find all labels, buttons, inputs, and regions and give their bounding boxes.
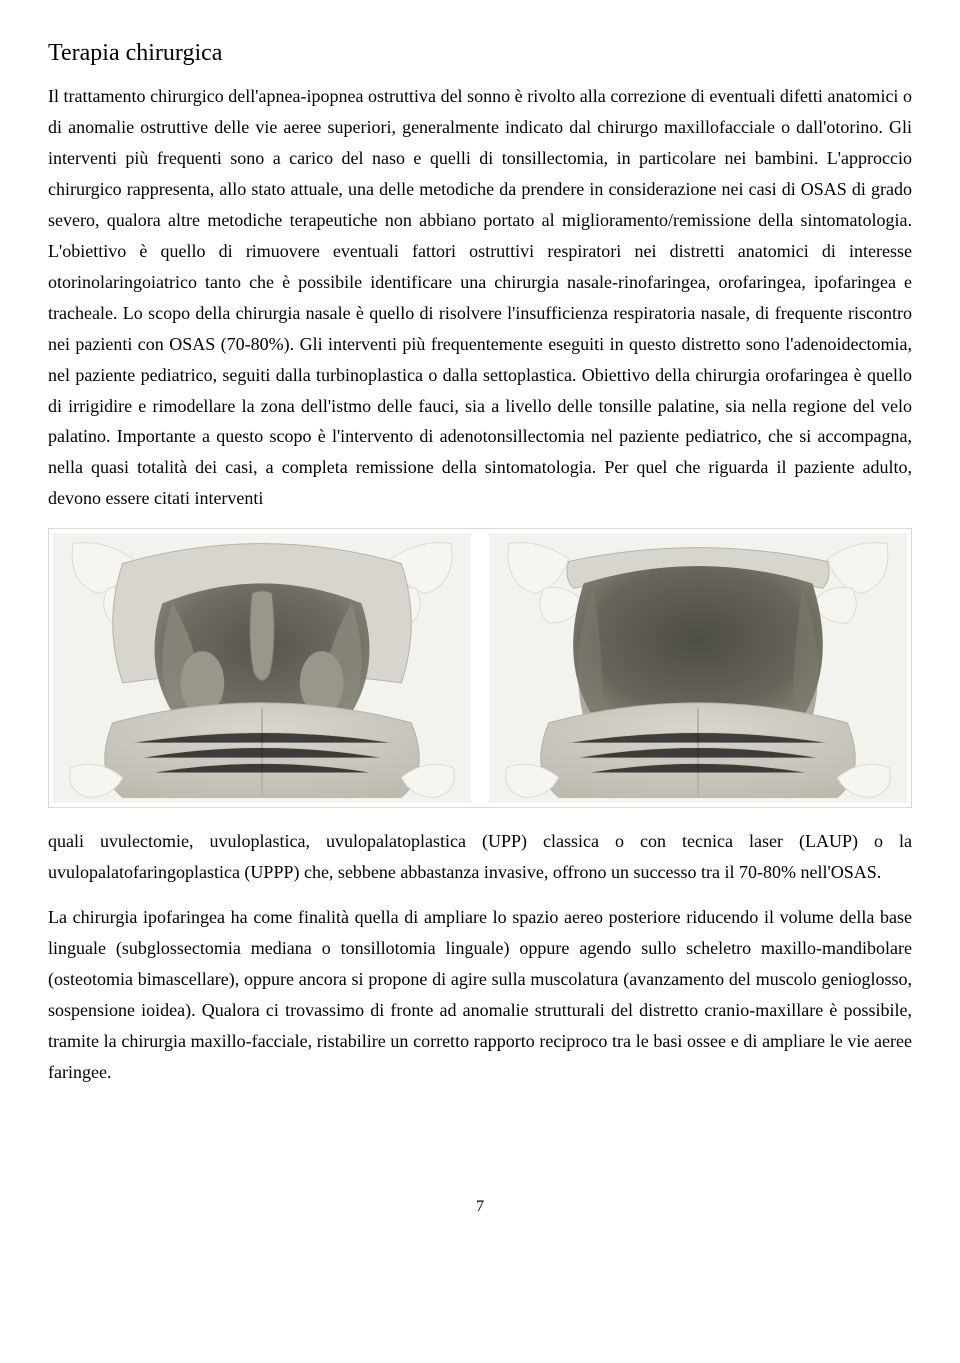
section-heading: Terapia chirurgica: [48, 40, 912, 67]
body-paragraph-3: La chirurgia ipofaringea ha come finalit…: [48, 902, 912, 1088]
anatomy-figure: [48, 528, 912, 808]
oropharynx-pre-illustration: [53, 533, 471, 803]
anatomy-figure-right: [489, 533, 907, 803]
body-paragraph-1: Il trattamento chirurgico dell'apnea-ipo…: [48, 81, 912, 514]
page-number: 7: [48, 1198, 912, 1216]
oropharynx-post-illustration: [489, 533, 907, 803]
anatomy-figure-left: [53, 533, 471, 803]
body-paragraph-2: quali uvulectomie, uvuloplastica, uvulop…: [48, 826, 912, 888]
